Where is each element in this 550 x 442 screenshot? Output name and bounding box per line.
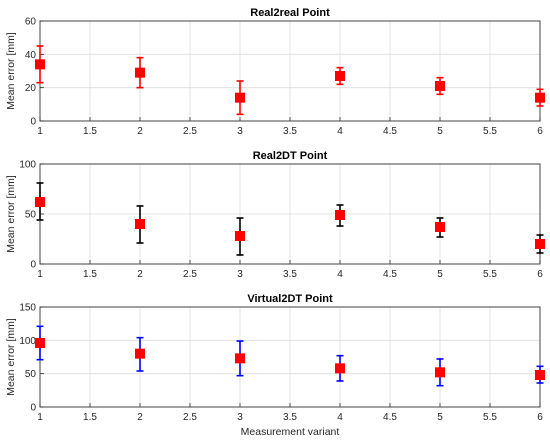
x-tick-label: 1.5 bbox=[83, 126, 97, 137]
x-tick-label: 1 bbox=[37, 412, 43, 423]
chart-title: Real2DT Point bbox=[253, 150, 328, 162]
chart-title: Virtual2DT Point bbox=[247, 293, 333, 305]
y-tick-label: 60 bbox=[25, 17, 37, 28]
x-tick-label: 2.5 bbox=[183, 269, 197, 280]
x-tick-label: 4 bbox=[337, 412, 343, 423]
x-tick-label: 1.5 bbox=[83, 269, 97, 280]
data-point-marker bbox=[235, 353, 245, 364]
data-point-marker bbox=[35, 197, 45, 207]
x-tick-label: 2.5 bbox=[183, 126, 197, 137]
x-tick-label: 4 bbox=[337, 126, 343, 137]
y-tick-label: 150 bbox=[19, 303, 36, 314]
data-point-marker bbox=[135, 348, 145, 359]
x-tick-label: 5.5 bbox=[483, 126, 497, 137]
x-tick-label: 4.5 bbox=[383, 412, 397, 423]
data-point-marker bbox=[535, 92, 545, 103]
x-tick-label: 6 bbox=[537, 412, 543, 423]
y-tick-label: 50 bbox=[25, 210, 37, 221]
y-tick-label: 0 bbox=[30, 260, 36, 271]
y-tick-label: 100 bbox=[19, 336, 36, 347]
subplot-2: 1 1.5 2 2.5 3 3.5 4 4.5 5 5.5 6 0 50 100 Real2DT Point… bbox=[5, 150, 545, 280]
x-tick-label: 5 bbox=[437, 412, 443, 423]
subplot-3: 1 1.5 2 2.5 3 3.5 4 4.5 5 5.5 6 0 50 100 150 Virtual2DT… bbox=[5, 293, 545, 438]
y-tick-label: 40 bbox=[25, 50, 37, 61]
data-point-marker bbox=[435, 367, 445, 378]
chart-title: Real2real Point bbox=[250, 7, 330, 19]
x-tick-label: 1 bbox=[37, 126, 43, 137]
x-tick-label: 6 bbox=[537, 269, 543, 280]
data-point-marker bbox=[535, 370, 545, 380]
x-tick-label: 3.5 bbox=[283, 412, 297, 423]
y-axis-label: Mean error [mm] bbox=[5, 32, 17, 110]
x-tick-label: 3 bbox=[237, 269, 243, 280]
y-tick-label: 0 bbox=[30, 117, 36, 128]
data-point-marker bbox=[135, 67, 145, 78]
x-tick-label: 1 bbox=[37, 269, 43, 280]
data-point-marker bbox=[35, 59, 45, 70]
y-tick-label: 0 bbox=[30, 403, 36, 414]
x-tick-label: 4 bbox=[337, 269, 343, 280]
data-point-marker bbox=[335, 210, 345, 220]
x-tick-label: 3 bbox=[237, 412, 243, 423]
data-point-marker bbox=[335, 363, 345, 374]
x-tick-label: 4.5 bbox=[383, 126, 397, 137]
x-tick-label: 5 bbox=[437, 126, 443, 137]
data-point-marker bbox=[535, 239, 545, 249]
x-tick-label: 6 bbox=[537, 126, 543, 137]
data-point-marker bbox=[435, 81, 445, 91]
x-tick-label: 2 bbox=[137, 269, 143, 280]
x-tick-label: 3.5 bbox=[283, 126, 297, 137]
data-point-marker bbox=[435, 222, 445, 232]
x-tick-label: 2 bbox=[137, 126, 143, 137]
x-tick-label: 1.5 bbox=[83, 412, 97, 423]
x-tick-label: 2.5 bbox=[183, 412, 197, 423]
x-tick-label: 5.5 bbox=[483, 412, 497, 423]
x-tick-label: 2 bbox=[137, 412, 143, 423]
x-tick-label: 3 bbox=[237, 126, 243, 137]
data-point-marker bbox=[235, 231, 245, 241]
data-point-marker bbox=[235, 92, 245, 103]
data-point-marker bbox=[335, 71, 345, 81]
data-point-marker bbox=[135, 219, 145, 229]
y-axis-label: Mean error [mm] bbox=[5, 318, 17, 396]
x-tick-label: 3.5 bbox=[283, 269, 297, 280]
y-axis-label: Mean error [mm] bbox=[5, 175, 17, 253]
y-tick-label: 50 bbox=[25, 369, 37, 380]
x-tick-label: 4.5 bbox=[383, 269, 397, 280]
y-tick-label: 100 bbox=[19, 160, 36, 171]
x-tick-label: 5 bbox=[437, 269, 443, 280]
data-point-marker bbox=[35, 338, 45, 348]
y-tick-label: 20 bbox=[25, 83, 37, 94]
x-tick-label: 5.5 bbox=[483, 269, 497, 280]
x-axis-label: Measurement variant bbox=[241, 426, 340, 438]
